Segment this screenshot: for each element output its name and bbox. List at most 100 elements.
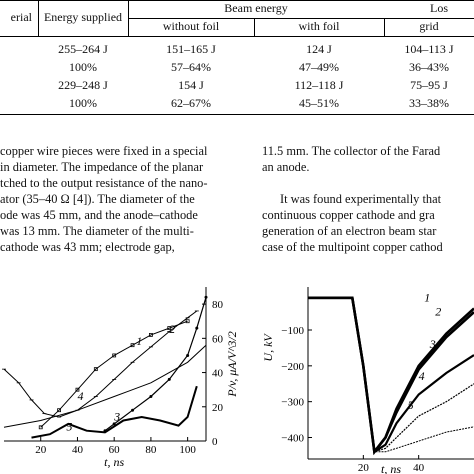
table-cell: 100% xyxy=(69,60,97,74)
text-line: generation of an electron beam star xyxy=(262,224,437,238)
table-vline xyxy=(384,18,385,36)
y-tick-label: −200 xyxy=(281,361,304,373)
y-tick-label: 60 xyxy=(212,333,224,345)
series-line-2 xyxy=(308,296,474,456)
text-line: 11.5 mm. The collector of the Farad xyxy=(262,144,441,158)
x-axis-label: t, ns xyxy=(381,462,401,474)
table-header-with-foil: with foil xyxy=(298,19,340,33)
left-chart: 20 40 60 80 100 0 20 40 60 80 t, ns P/v, μA/V^3/2 1… xyxy=(2,287,239,469)
data-point xyxy=(186,353,190,357)
data-point xyxy=(204,295,208,299)
table-sub-rule xyxy=(128,18,474,19)
data-point xyxy=(149,333,153,337)
series-line-1 xyxy=(308,296,474,456)
series-line-2 xyxy=(40,320,188,428)
table-header-rule xyxy=(0,36,474,37)
data-point xyxy=(75,387,80,392)
curve-label: 3 xyxy=(429,337,436,351)
y-axis-label: U, kV xyxy=(262,333,275,362)
y-tick-label: −400 xyxy=(281,433,304,445)
table-cell: 62–67% xyxy=(171,96,211,110)
series-line-5 xyxy=(31,385,198,439)
right-chart: 20 40 −100 −200 −300 −400 U, kV t, ns 12 3 4 5 xyxy=(262,287,474,474)
curve-label: 1 xyxy=(424,290,430,304)
x-tick-label: 80 xyxy=(145,444,157,456)
data-point xyxy=(93,367,98,372)
curve-label: 2 xyxy=(435,305,441,319)
data-point xyxy=(167,326,172,330)
data-point xyxy=(167,377,171,381)
table-cell: 104–113 J xyxy=(404,42,454,56)
y-tick-label: 0 xyxy=(212,436,218,448)
text-line: was 13 mm. The diameter of the multi- xyxy=(0,224,194,238)
y-axis-label: P/v, μA/V^3/2 xyxy=(225,331,239,398)
data-point xyxy=(38,425,43,430)
curve-label: 2 xyxy=(169,322,175,336)
data-point xyxy=(131,408,135,412)
table-cell: 45–51% xyxy=(299,96,339,110)
table-header-material: erial xyxy=(10,10,32,24)
data-point xyxy=(185,319,190,324)
text-line: It was found experimentally that xyxy=(280,192,442,206)
y-tick-label: −100 xyxy=(281,325,304,337)
table-header-beam-energy: Beam energy xyxy=(224,1,288,15)
table-cell: 33–38% xyxy=(409,96,449,110)
series-line-3 xyxy=(308,296,474,454)
table-vline xyxy=(254,18,255,36)
x-tick-label: 20 xyxy=(358,462,370,474)
y-tick-label: −300 xyxy=(281,397,304,409)
x-tick-label: 20 xyxy=(35,444,47,456)
table-bottom-rule xyxy=(0,114,474,115)
table-cell: 255–264 J xyxy=(58,42,108,56)
y-tick-label: 40 xyxy=(212,368,224,380)
data-point xyxy=(130,343,135,348)
table-cell: 47–49% xyxy=(299,60,339,74)
y-tick-label: 20 xyxy=(212,402,224,414)
text-line: ator (35–40 Ω [4]). The diameter of the xyxy=(0,192,195,206)
x-tick-label: 40 xyxy=(72,444,84,456)
table-vline xyxy=(38,0,39,36)
series-line-3 xyxy=(104,297,207,432)
table-header-losses: Los xyxy=(430,1,448,15)
y-tick-label: 80 xyxy=(212,299,224,311)
table-cell: 57–64% xyxy=(171,60,211,74)
series-line-4 xyxy=(308,297,474,453)
curve-label: 5 xyxy=(66,420,72,434)
table-cell: 100% xyxy=(69,96,97,110)
text-line: an anode. xyxy=(262,160,310,174)
series-line-5 xyxy=(308,297,474,453)
table-cell: 112–118 J xyxy=(294,78,344,92)
curve-label: 5 xyxy=(408,398,414,412)
text-line: case of the multipoint copper cathod xyxy=(262,240,443,254)
x-axis-label: t, ns xyxy=(104,455,124,469)
text-line: in diameter. The impedance of the planar xyxy=(0,160,204,174)
curve-label: 4 xyxy=(419,369,425,383)
x-tick-label: 100 xyxy=(179,444,196,456)
table-cell: 75–95 J xyxy=(410,78,448,92)
table-cell: 154 J xyxy=(178,78,204,92)
table-cell: 151–165 J xyxy=(166,42,216,56)
x-tick-label: 60 xyxy=(109,444,121,456)
table-top-rule xyxy=(0,0,474,1)
text-line: copper wire pieces were fixed in a speci… xyxy=(0,144,208,158)
text-line: ode was 45 mm, and the anode–cathode xyxy=(0,208,198,222)
text-line: tched to the output resistance of the na… xyxy=(0,176,208,190)
table-cell: 229–248 J xyxy=(58,78,108,92)
table-header-without-foil: without foil xyxy=(162,19,220,33)
data-point xyxy=(112,353,117,358)
curve-label: 1 xyxy=(136,334,142,348)
table-header-grid: grid xyxy=(419,19,439,33)
text-line: continuous copper cathode and gra xyxy=(262,208,435,222)
series-line-4 xyxy=(3,344,207,428)
curve-label: 4 xyxy=(77,389,83,403)
data-point xyxy=(57,408,61,413)
data-point xyxy=(149,395,153,399)
text-line: cathode was 43 mm; electrode gap, xyxy=(0,240,175,254)
data-point xyxy=(195,326,199,330)
data-point xyxy=(112,422,116,426)
table-cell: 124 J xyxy=(306,42,332,56)
table-cell: 36–43% xyxy=(409,60,449,74)
table-header-energy-supplied: Energy supplied xyxy=(43,10,123,24)
curve-label: 3 xyxy=(113,409,120,423)
x-tick-label: 40 xyxy=(413,462,425,474)
